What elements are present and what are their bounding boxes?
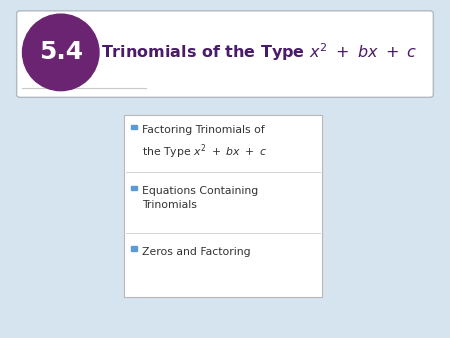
Text: 5.4: 5.4 <box>39 40 83 65</box>
Bar <box>131 246 137 251</box>
FancyBboxPatch shape <box>124 115 322 297</box>
Text: Equations Containing
Trinomials: Equations Containing Trinomials <box>142 186 258 210</box>
Text: Factoring Trinomials of
the Type $x^2\ +\ \mathit{bx}\ +\ \mathit{c}$: Factoring Trinomials of the Type $x^2\ +… <box>142 125 267 161</box>
Text: Zeros and Factoring: Zeros and Factoring <box>142 247 250 257</box>
FancyBboxPatch shape <box>17 11 433 97</box>
Text: Trinomials of the Type $x^2\ +\ \mathit{bx}\ +\ \mathit{c}$: Trinomials of the Type $x^2\ +\ \mathit{… <box>101 42 418 63</box>
Ellipse shape <box>22 14 99 91</box>
Bar <box>131 125 137 129</box>
Bar <box>131 186 137 190</box>
